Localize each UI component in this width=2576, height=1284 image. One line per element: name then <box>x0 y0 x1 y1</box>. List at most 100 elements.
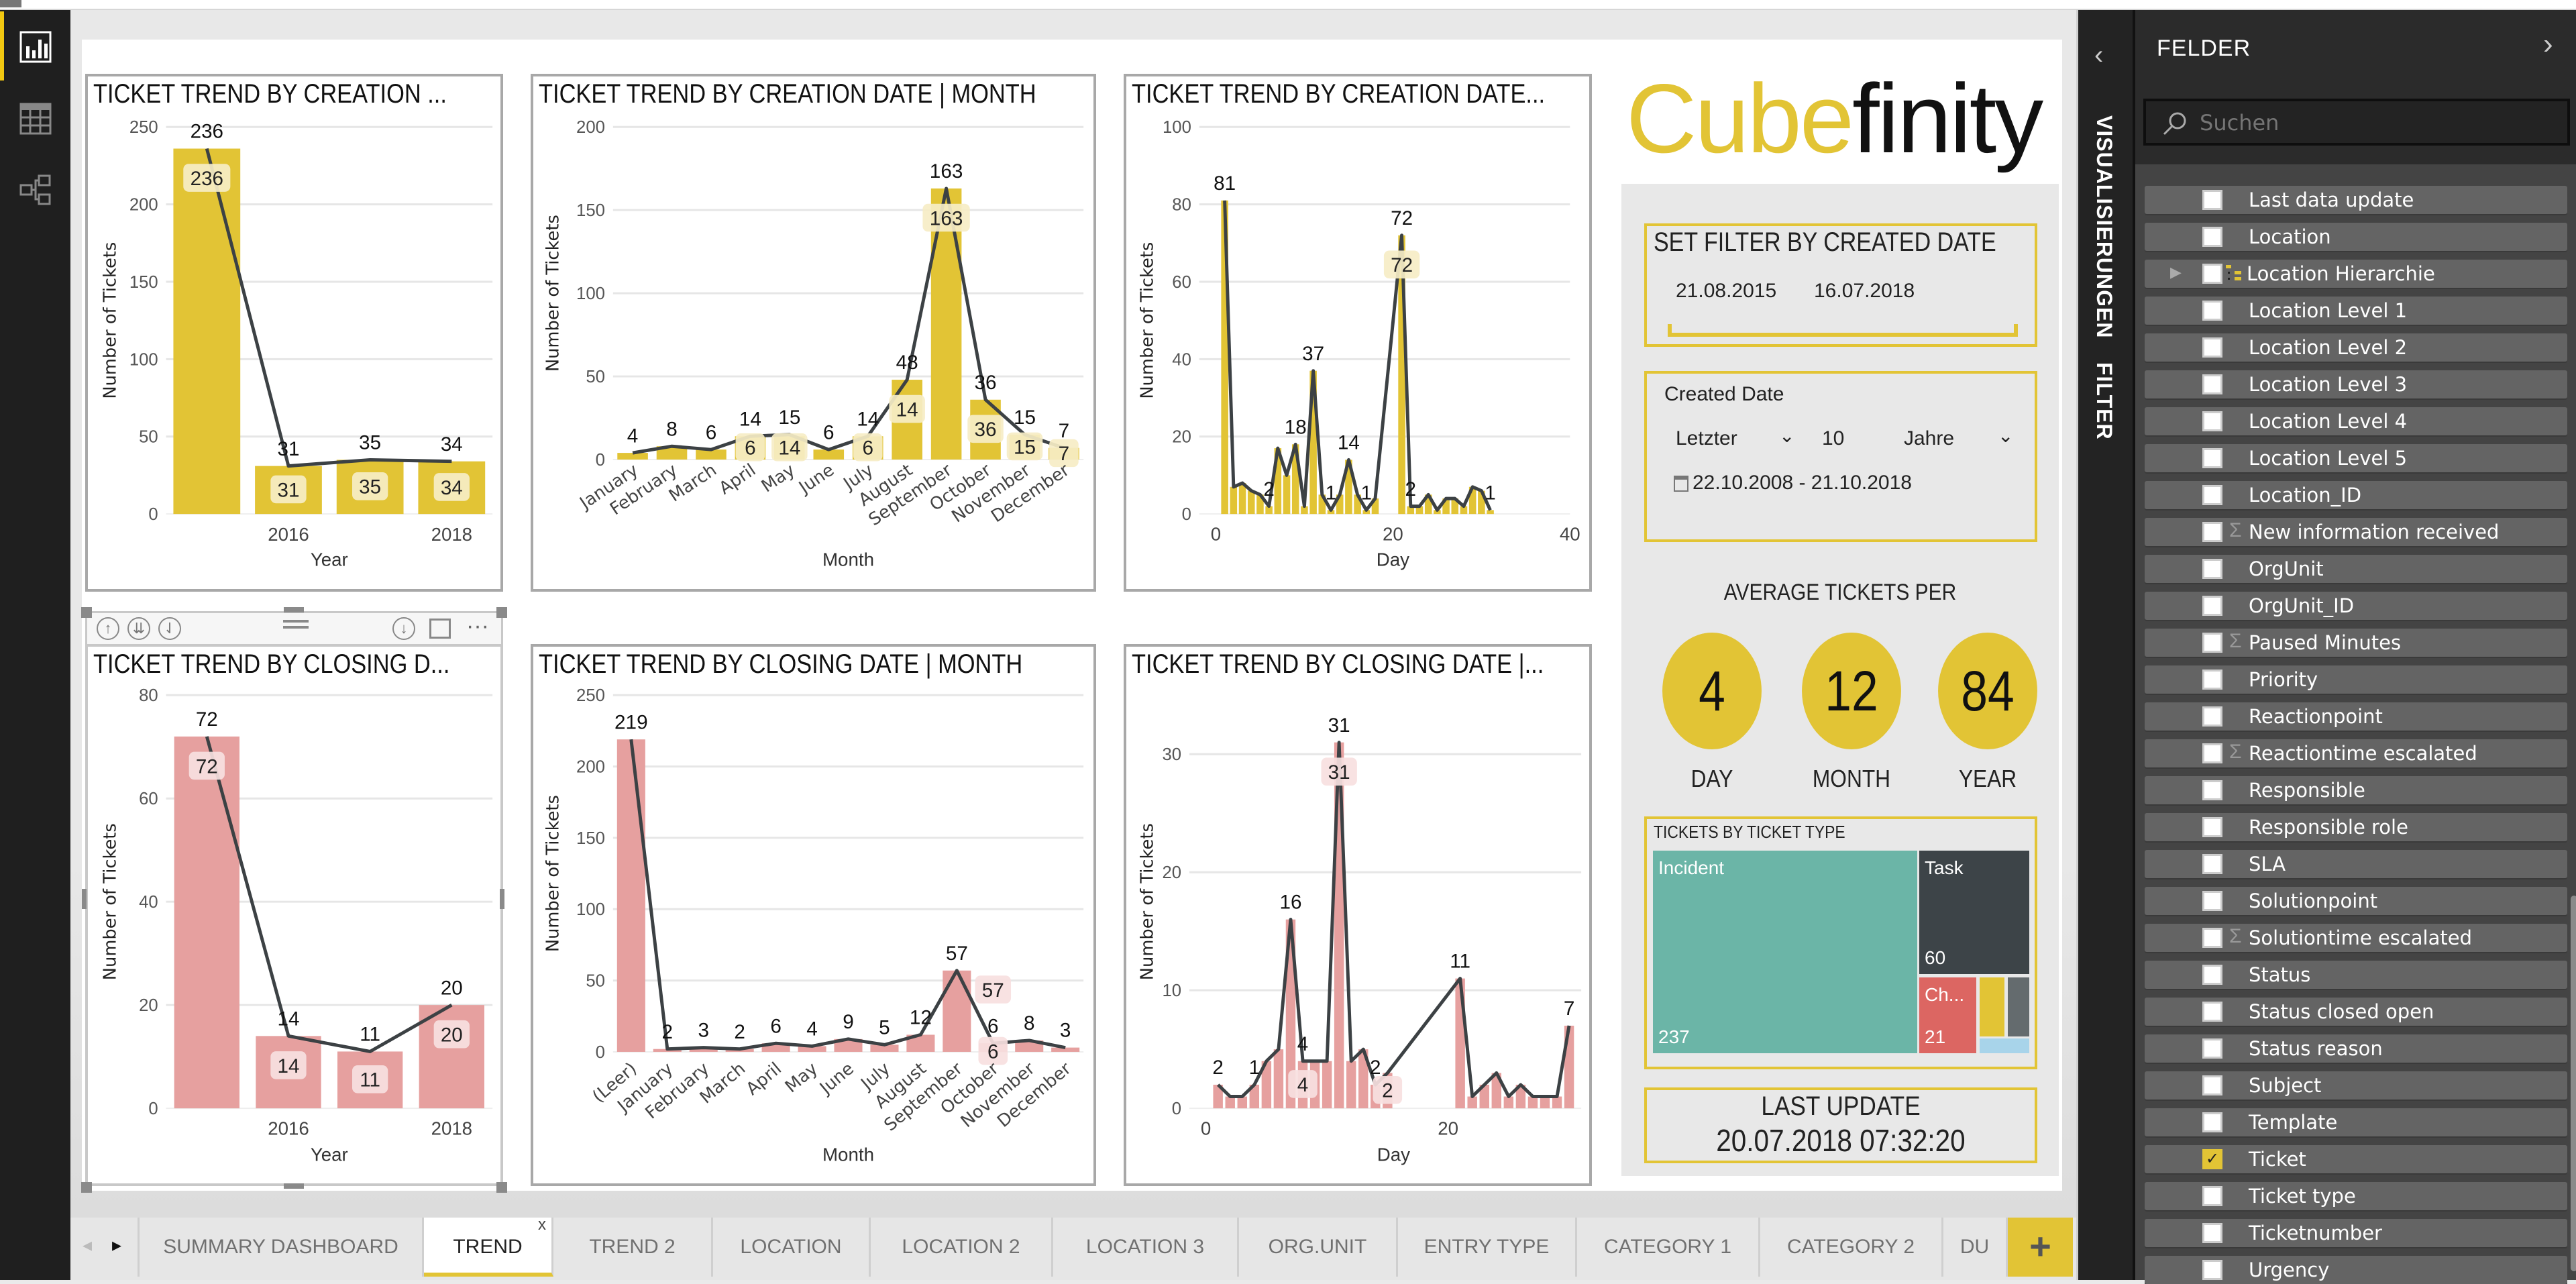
field-checkbox[interactable] <box>2202 1002 2222 1022</box>
drill-mode-icon[interactable]: ↓ <box>392 617 415 640</box>
field-checkbox[interactable] <box>2202 559 2222 579</box>
field-item[interactable]: Location Level 3 <box>2145 370 2567 398</box>
field-item[interactable]: Priority <box>2145 665 2567 694</box>
range-start-value[interactable]: 21.08.2015 <box>1676 280 1777 302</box>
field-item[interactable]: Σ New information received <box>2145 518 2567 546</box>
treemap-tile-task[interactable]: Task 60 <box>1919 851 2029 974</box>
model-view-icon[interactable] <box>19 173 52 207</box>
expand-next-level-icon[interactable]: ⇃ <box>158 617 181 640</box>
field-item[interactable]: Ticketnumber <box>2145 1219 2567 1247</box>
field-checkbox[interactable] <box>2202 1038 2222 1059</box>
fields-search-box[interactable] <box>2143 99 2570 146</box>
field-checkbox[interactable] <box>2202 928 2222 948</box>
field-item[interactable]: Σ Paused Minutes <box>2145 629 2567 657</box>
field-checkbox[interactable] <box>2202 965 2222 985</box>
field-checkbox[interactable] <box>2202 1075 2222 1095</box>
field-item[interactable]: Urgency <box>2145 1256 2567 1284</box>
count-input[interactable]: 10 <box>1822 427 1845 449</box>
resize-handle[interactable] <box>82 889 87 909</box>
chevron-down-icon[interactable]: ⌄ <box>1779 425 1795 446</box>
field-checkbox[interactable] <box>2202 706 2222 727</box>
field-checkbox[interactable] <box>2202 448 2222 468</box>
fields-search-input[interactable] <box>2200 109 2548 136</box>
range-end-value[interactable]: 16.07.2018 <box>1814 280 1915 302</box>
field-checkbox[interactable] <box>2202 301 2222 321</box>
resize-handle[interactable] <box>284 607 304 612</box>
add-page-button[interactable]: + <box>2008 1218 2073 1277</box>
filter-pane-tab[interactable]: FILTER <box>2092 362 2116 440</box>
treemap-tile[interactable] <box>2008 977 2029 1036</box>
treemap-tile[interactable] <box>1980 977 2004 1036</box>
chart-closing-month[interactable]: TICKET TREND BY CLOSING DATE | MONTH 0 50… <box>531 644 1096 1186</box>
treemap-ticket-type[interactable]: TICKETS BY TICKET TYPE Incident 237 Task 6… <box>1644 816 2037 1069</box>
field-checkbox[interactable] <box>2202 596 2222 616</box>
tab-entry-type[interactable]: ENTRY TYPE <box>1398 1218 1577 1277</box>
field-checkbox[interactable] <box>2202 1112 2222 1132</box>
close-tab-icon[interactable]: x <box>538 1218 546 1234</box>
focus-mode-icon[interactable] <box>429 619 451 639</box>
created-date-range-slicer[interactable]: SET FILTER BY CREATED DATE 21.08.2015 16… <box>1644 223 2037 347</box>
treemap-tile-incident[interactable]: Incident 237 <box>1653 851 1917 1053</box>
field-checkbox[interactable] <box>2202 337 2222 358</box>
field-checkbox[interactable] <box>2202 743 2222 763</box>
chart-closing-day[interactable]: TICKET TREND BY CLOSING DATE |... 0 10 20 3… <box>1124 644 1592 1186</box>
field-checkbox[interactable] <box>2202 522 2222 542</box>
chevron-down-icon[interactable]: ⌄ <box>1998 425 2014 446</box>
field-checkbox[interactable] <box>2202 1223 2222 1243</box>
field-checkbox[interactable] <box>2202 485 2222 505</box>
chart-creation-month[interactable]: TICKET TREND BY CREATION DATE | MONTH 0 5… <box>531 74 1096 592</box>
field-checkbox[interactable] <box>2202 891 2222 911</box>
chart-creation-year[interactable]: TICKET TREND BY CREATION ... 0 50 100 150 20… <box>85 74 503 592</box>
field-item[interactable]: ✓ Ticket <box>2145 1145 2567 1173</box>
field-item[interactable]: Last data update <box>2145 186 2567 214</box>
tab-trend-2[interactable]: TREND 2 <box>553 1218 713 1277</box>
tab-org-unit[interactable]: ORG.UNIT <box>1239 1218 1398 1277</box>
field-item[interactable]: Responsible role <box>2145 813 2567 841</box>
field-item[interactable]: OrgUnit_ID <box>2145 592 2567 620</box>
field-checkbox[interactable] <box>2202 1260 2222 1280</box>
field-item[interactable]: Reactionpoint <box>2145 702 2567 731</box>
chevron-right-icon[interactable]: › <box>2543 28 2553 60</box>
tab-du[interactable]: DU <box>1943 1218 2008 1277</box>
field-item[interactable]: OrgUnit <box>2145 555 2567 583</box>
field-checkbox[interactable] <box>2202 1186 2222 1206</box>
tab-location[interactable]: LOCATION <box>713 1218 871 1277</box>
tab-scroll-left-icon[interactable]: ◂ <box>83 1234 93 1255</box>
field-checkbox[interactable] <box>2202 411 2222 431</box>
chevron-left-icon[interactable]: ‹ <box>2094 40 2104 70</box>
field-item[interactable]: Location Level 4 <box>2145 407 2567 435</box>
resize-handle[interactable] <box>81 1182 92 1193</box>
field-item[interactable]: Responsible <box>2145 776 2567 804</box>
field-item[interactable]: Location Level 1 <box>2145 297 2567 325</box>
tab-location-3[interactable]: LOCATION 3 <box>1053 1218 1239 1277</box>
chart-creation-day[interactable]: TICKET TREND BY CREATION DATE... 0 20 40 60… <box>1124 74 1592 592</box>
tab-scroll-right-icon[interactable]: ▸ <box>112 1234 122 1255</box>
field-item[interactable]: Status closed open <box>2145 998 2567 1026</box>
more-options-icon[interactable]: ··· <box>466 613 489 639</box>
relative-date-slicer[interactable]: Created Date Letzter ⌄ 10 Jahre ⌄ 22.10.… <box>1644 371 2037 542</box>
field-checkbox[interactable] <box>2202 227 2222 247</box>
field-checkbox[interactable] <box>2202 780 2222 800</box>
range-slider-end-handle[interactable] <box>2014 324 2018 337</box>
resize-handle[interactable] <box>496 607 507 618</box>
tab-summary-dashboard[interactable]: SUMMARY DASHBOARD <box>140 1218 424 1277</box>
visualisierungen-pane-tab[interactable]: VISUALISIERUNGEN <box>2092 115 2116 339</box>
field-item[interactable]: SLA <box>2145 850 2567 878</box>
fields-scrollbar[interactable] <box>2571 896 2576 1271</box>
field-item[interactable]: Template <box>2145 1108 2567 1136</box>
field-checkbox[interactable] <box>2202 817 2222 837</box>
data-view-icon[interactable] <box>19 102 52 136</box>
field-item[interactable]: Σ Reactiontime escalated <box>2145 739 2567 767</box>
unit-dropdown[interactable]: Jahre <box>1904 427 1955 449</box>
field-item[interactable]: Location Level 2 <box>2145 333 2567 362</box>
treemap-tile-change[interactable]: Ch... 21 <box>1919 977 1976 1053</box>
field-item[interactable]: Location Level 5 <box>2145 444 2567 472</box>
report-view-icon[interactable] <box>19 30 52 64</box>
drag-handle-icon[interactable] <box>283 620 309 623</box>
resize-handle[interactable] <box>496 1182 507 1193</box>
field-item[interactable]: Ticket type <box>2145 1182 2567 1210</box>
chart-closing-year[interactable]: TICKET TREND BY CLOSING D... 0 20 40 60 80 Nu… <box>85 644 503 1186</box>
field-item[interactable]: Solutionpoint <box>2145 887 2567 915</box>
treemap-tile[interactable] <box>1980 1038 2029 1053</box>
field-item[interactable]: ▶ Location Hierarchie <box>2145 260 2567 288</box>
